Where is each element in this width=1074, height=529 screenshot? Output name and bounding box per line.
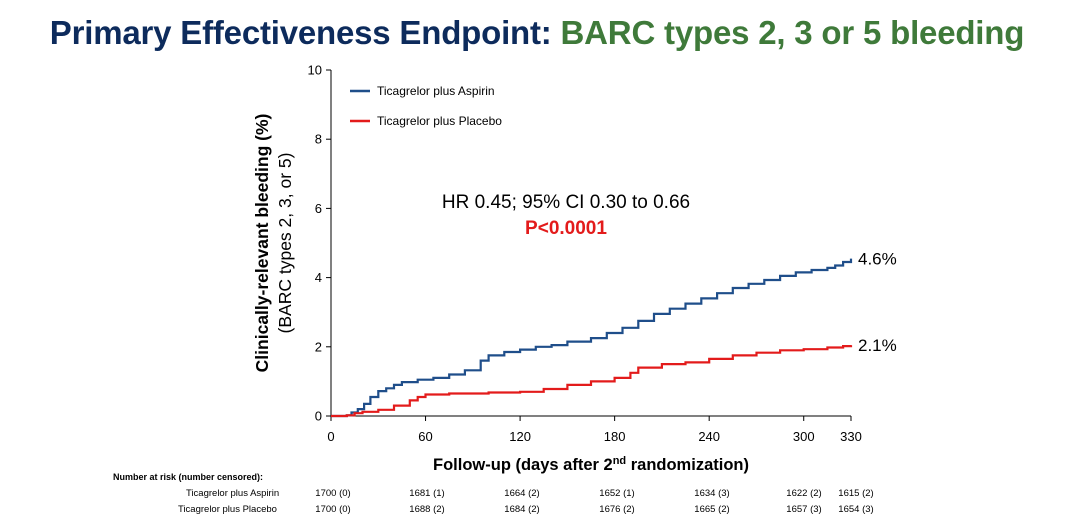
- curve-placebo: [331, 345, 853, 418]
- risk-cell: 1700 (0): [315, 504, 351, 515]
- risk-cell: 1684 (2): [504, 504, 540, 515]
- risk-cell: 1615 (2): [838, 488, 874, 499]
- x-tick-label: 300: [793, 429, 815, 444]
- y-tick-label: 4: [315, 270, 322, 285]
- risk-cell: 1664 (2): [504, 488, 540, 499]
- y-axis-label-sub: (BARC types 2, 3, or 5): [275, 153, 295, 334]
- y-tick-label: 0: [315, 409, 322, 424]
- hr-annotation: HR 0.45; 95% CI 0.30 to 0.66: [442, 192, 690, 213]
- x-tick-label: 180: [604, 429, 626, 444]
- legend-label-aspirin: Ticagrelor plus Aspirin: [377, 84, 495, 98]
- y-tick-label: 6: [315, 201, 322, 216]
- risk-cell: 1676 (2): [599, 504, 635, 515]
- x-axis-label-sup: nd: [613, 455, 626, 467]
- end-label-placebo: 2.1%: [858, 336, 897, 355]
- x-axis-label-end: randomization): [626, 456, 749, 474]
- curve-aspirin: [331, 258, 853, 418]
- p-value-annotation: P<0.0001: [525, 218, 607, 239]
- x-tick-label: 0: [327, 429, 334, 444]
- x-ticks: 0 60 120 180 240 300 330: [327, 416, 862, 444]
- risk-cell: 1700 (0): [315, 488, 351, 499]
- risk-row-label-aspirin: Ticagrelor plus Aspirin: [186, 488, 280, 499]
- y-axis-label-main: Clinically-relevant bleeding (%): [252, 114, 272, 373]
- title-part-1: Primary Effectiveness Endpoint:: [49, 14, 561, 51]
- y-tick-label: 2: [315, 339, 322, 354]
- y-tick-label: 10: [308, 63, 322, 78]
- title-part-2: BARC types 2, 3 or 5 bleeding: [560, 14, 1025, 51]
- risk-cell: 1634 (3): [694, 488, 730, 499]
- end-label-aspirin: 4.6%: [858, 250, 897, 269]
- risk-cell: 1688 (2): [409, 504, 445, 515]
- legend: Ticagrelor plus Aspirin Ticagrelor plus …: [350, 84, 502, 128]
- risk-cell: 1652 (1): [599, 488, 635, 499]
- risk-row-label-placebo: Ticagrelor plus Placebo: [178, 504, 277, 515]
- x-axis-label-main: Follow-up (days after 2: [433, 456, 613, 474]
- risk-cell: 1681 (1): [409, 488, 445, 499]
- legend-label-placebo: Ticagrelor plus Placebo: [377, 114, 502, 128]
- risk-cell: 1654 (3): [838, 504, 874, 515]
- y-tick-label: 8: [315, 132, 322, 147]
- risk-cell: 1665 (2): [694, 504, 730, 515]
- page-title: Primary Effectiveness Endpoint: BARC typ…: [0, 14, 1074, 52]
- x-axis-label: Follow-up (days after 2nd randomization): [433, 455, 749, 474]
- risk-cell: 1657 (3): [786, 504, 822, 515]
- risk-table-header: Number at risk (number censored):: [113, 472, 264, 482]
- x-tick-label: 60: [418, 429, 432, 444]
- x-tick-label: 120: [509, 429, 531, 444]
- y-ticks: 0 2 4 6 8 10: [308, 63, 331, 424]
- x-tick-label: 240: [698, 429, 720, 444]
- x-tick-label: 330: [840, 429, 862, 444]
- risk-cell: 1622 (2): [786, 488, 822, 499]
